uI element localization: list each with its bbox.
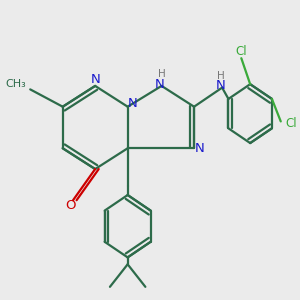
- Text: CH₃: CH₃: [5, 79, 26, 89]
- Text: Cl: Cl: [285, 117, 297, 130]
- Text: N: N: [194, 142, 204, 155]
- Text: N: N: [216, 80, 226, 92]
- Text: H: H: [217, 70, 224, 80]
- Text: O: O: [65, 199, 75, 212]
- Text: N: N: [128, 97, 138, 110]
- Text: N: N: [155, 78, 165, 91]
- Text: Cl: Cl: [236, 45, 247, 58]
- Text: H: H: [158, 69, 166, 79]
- Text: N: N: [90, 73, 100, 86]
